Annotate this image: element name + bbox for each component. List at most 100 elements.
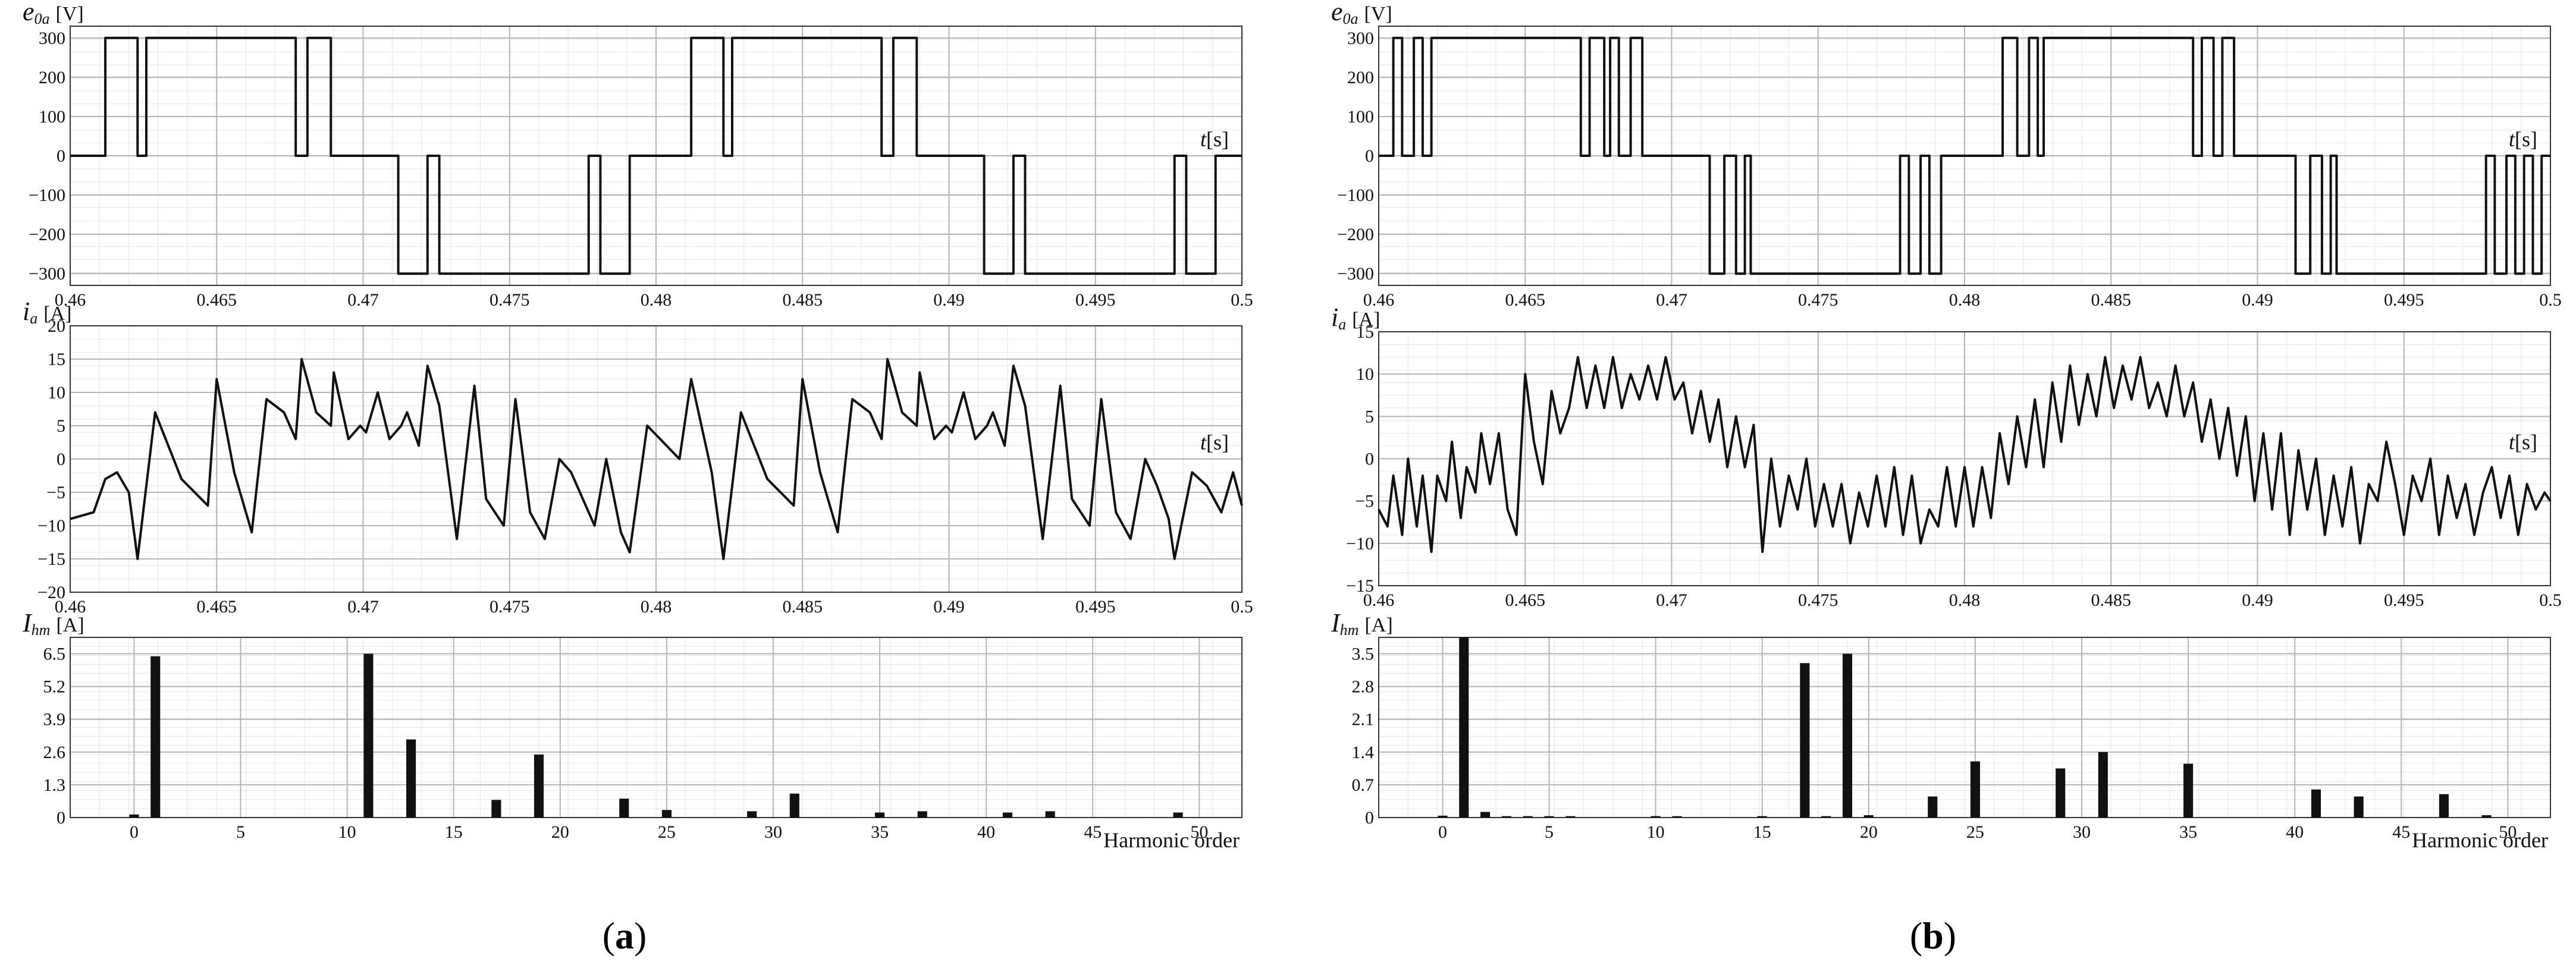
y-tick-label: −100	[1337, 186, 1374, 205]
x-axis-label: t[s]	[1200, 127, 1229, 151]
x-tick-label: 0.48	[1949, 590, 1981, 610]
x-tick-label: 5	[1545, 822, 1554, 842]
y-axis-label: ia [A]	[23, 297, 71, 327]
x-tick-label: 0.465	[1505, 590, 1546, 610]
harmonic-bar	[1459, 637, 1469, 818]
y-label-unit: [A]	[1364, 614, 1392, 636]
x-axis-label: Harmonic order	[2412, 828, 2548, 852]
y-tick-label: −10	[1346, 534, 1374, 554]
harmonic-bar	[1501, 816, 1511, 818]
x-tick-label: 0.465	[197, 597, 237, 617]
plots-layer: 0.46 0.465 0.47 0.475 0.48 0.485 0.49 0.495 0.53…	[22, 0, 2562, 852]
x-axis-label: t[s]	[1200, 430, 1229, 454]
harmonic-bar	[917, 811, 927, 818]
x-tick-label: 30	[2073, 822, 2091, 842]
series-line	[1378, 356, 2552, 554]
y-tick-label: −5	[1355, 492, 1374, 511]
harmonic-bar	[1970, 761, 1980, 818]
harmonic-bar	[1438, 815, 1448, 818]
y-label-subscript: 0a	[34, 10, 50, 27]
y-tick-label: 15	[48, 350, 65, 369]
harmonic-bar	[1002, 812, 1013, 818]
x-tick-label: 0.495	[2384, 590, 2424, 610]
x-tick-label: 45	[2392, 822, 2410, 842]
x-label-symbol: t	[1200, 430, 1207, 454]
y-label-symbol: i	[1331, 303, 1338, 332]
harmonic-bar	[1672, 816, 1682, 818]
x-axis-label: Harmonic order	[1103, 828, 1240, 852]
y-tick-label: 0	[1365, 808, 1374, 828]
x-tick-label: 0.47	[1656, 290, 1687, 310]
chart-a-harmonics: 0 5 10 15 20 25 30 35 40 45 50 6.5 5.2 3.9 2.6 1.3 0 Ihm […	[22, 608, 1242, 852]
series-line	[70, 36, 1242, 275]
y-tick-label: −20	[37, 583, 65, 602]
harmonic-bar	[619, 799, 629, 818]
x-tick-label: 0.49	[2242, 590, 2273, 610]
harmonic-bar	[1800, 663, 1810, 818]
y-tick-label: 1.4	[1352, 743, 1375, 762]
y-tick-label: 300	[1347, 29, 1374, 48]
harmonic-bar	[2481, 815, 2492, 818]
x-tick-label: 0.475	[490, 597, 530, 617]
harmonic-bar	[1842, 653, 1853, 818]
y-axis-label: ia [A]	[1331, 303, 1380, 333]
x-tick-label: 0.485	[783, 290, 823, 310]
y-axis-label: e0a [V]	[23, 0, 84, 27]
x-tick-label: 0.48	[641, 290, 672, 310]
harmonic-bar	[2311, 789, 2321, 818]
y-label-subscript: hm	[32, 621, 51, 639]
x-tick-label: 0.46	[1363, 290, 1395, 310]
x-tick-label: 0.47	[1656, 590, 1687, 610]
y-label-unit: [V]	[56, 3, 84, 25]
harmonic-bar	[1523, 816, 1533, 818]
y-tick-label: 3.5	[1352, 645, 1375, 664]
y-tick-label: 100	[39, 107, 65, 127]
y-label-symbol: I	[1331, 608, 1341, 637]
harmonic-bar	[747, 811, 757, 818]
x-tick-label: 0.475	[1798, 290, 1838, 310]
x-tick-label: 35	[2179, 822, 2197, 842]
y-tick-label: 5.2	[43, 677, 66, 697]
y-tick-label: −200	[1337, 225, 1374, 244]
y-tick-label: 10	[1356, 364, 1374, 384]
harmonic-bar	[1821, 816, 1831, 818]
y-tick-label: 200	[39, 68, 65, 87]
x-tick-label: 35	[871, 822, 889, 842]
x-label-symbol: t	[2509, 127, 2515, 151]
y-label-unit: [A]	[56, 614, 84, 636]
x-tick-label: 0.465	[1505, 290, 1546, 310]
y-label-subscript: a	[30, 310, 37, 327]
y-tick-label: 6.5	[43, 645, 66, 664]
x-tick-label: 40	[2286, 822, 2304, 842]
y-tick-label: 2.6	[43, 743, 66, 762]
harmonic-bar	[1651, 816, 1661, 818]
x-axis-label: t[s]	[2509, 430, 2537, 454]
x-tick-label: 0.475	[490, 290, 530, 310]
x-tick-label: 0.5	[1231, 597, 1253, 617]
y-label-symbol: I	[22, 608, 33, 637]
harmonic-bar	[2439, 794, 2449, 818]
x-tick-label: 50	[2499, 822, 2517, 842]
x-tick-label: 0.48	[1949, 290, 1981, 310]
harmonic-bar	[1544, 816, 1554, 818]
chart-a-voltage: 0.46 0.465 0.47 0.475 0.48 0.485 0.49 0.495 0.5 3…	[23, 0, 1253, 310]
y-tick-label: 2.8	[1352, 677, 1375, 697]
chart-b-harmonics: 0 5 10 15 20 25 30 35 40 45 50 3.5 2.8 2.1 1.4 0.7 0 Ihm […	[1331, 608, 2551, 852]
caption-b: (b)	[1910, 914, 1956, 957]
x-tick-label: 40	[977, 822, 995, 842]
y-label-symbol: e	[23, 0, 34, 26]
x-tick-label: 0.47	[347, 290, 379, 310]
x-tick-label: 50	[1190, 822, 1208, 842]
x-tick-label: 15	[445, 822, 463, 842]
harmonic-bar	[1757, 816, 1767, 818]
x-axis-label: t[s]	[2509, 127, 2537, 151]
chart-b-voltage: 0.46 0.465 0.47 0.475 0.48 0.485 0.49 0.495 0.5 3…	[1331, 0, 2562, 310]
y-tick-label: −300	[1337, 264, 1374, 284]
harmonic-bar	[1928, 796, 1938, 818]
y-tick-label: −100	[29, 186, 65, 205]
y-tick-label: 200	[1347, 68, 1374, 87]
x-tick-label: 25	[658, 822, 676, 842]
x-tick-label: 30	[764, 822, 782, 842]
plot-frame	[70, 637, 1242, 818]
